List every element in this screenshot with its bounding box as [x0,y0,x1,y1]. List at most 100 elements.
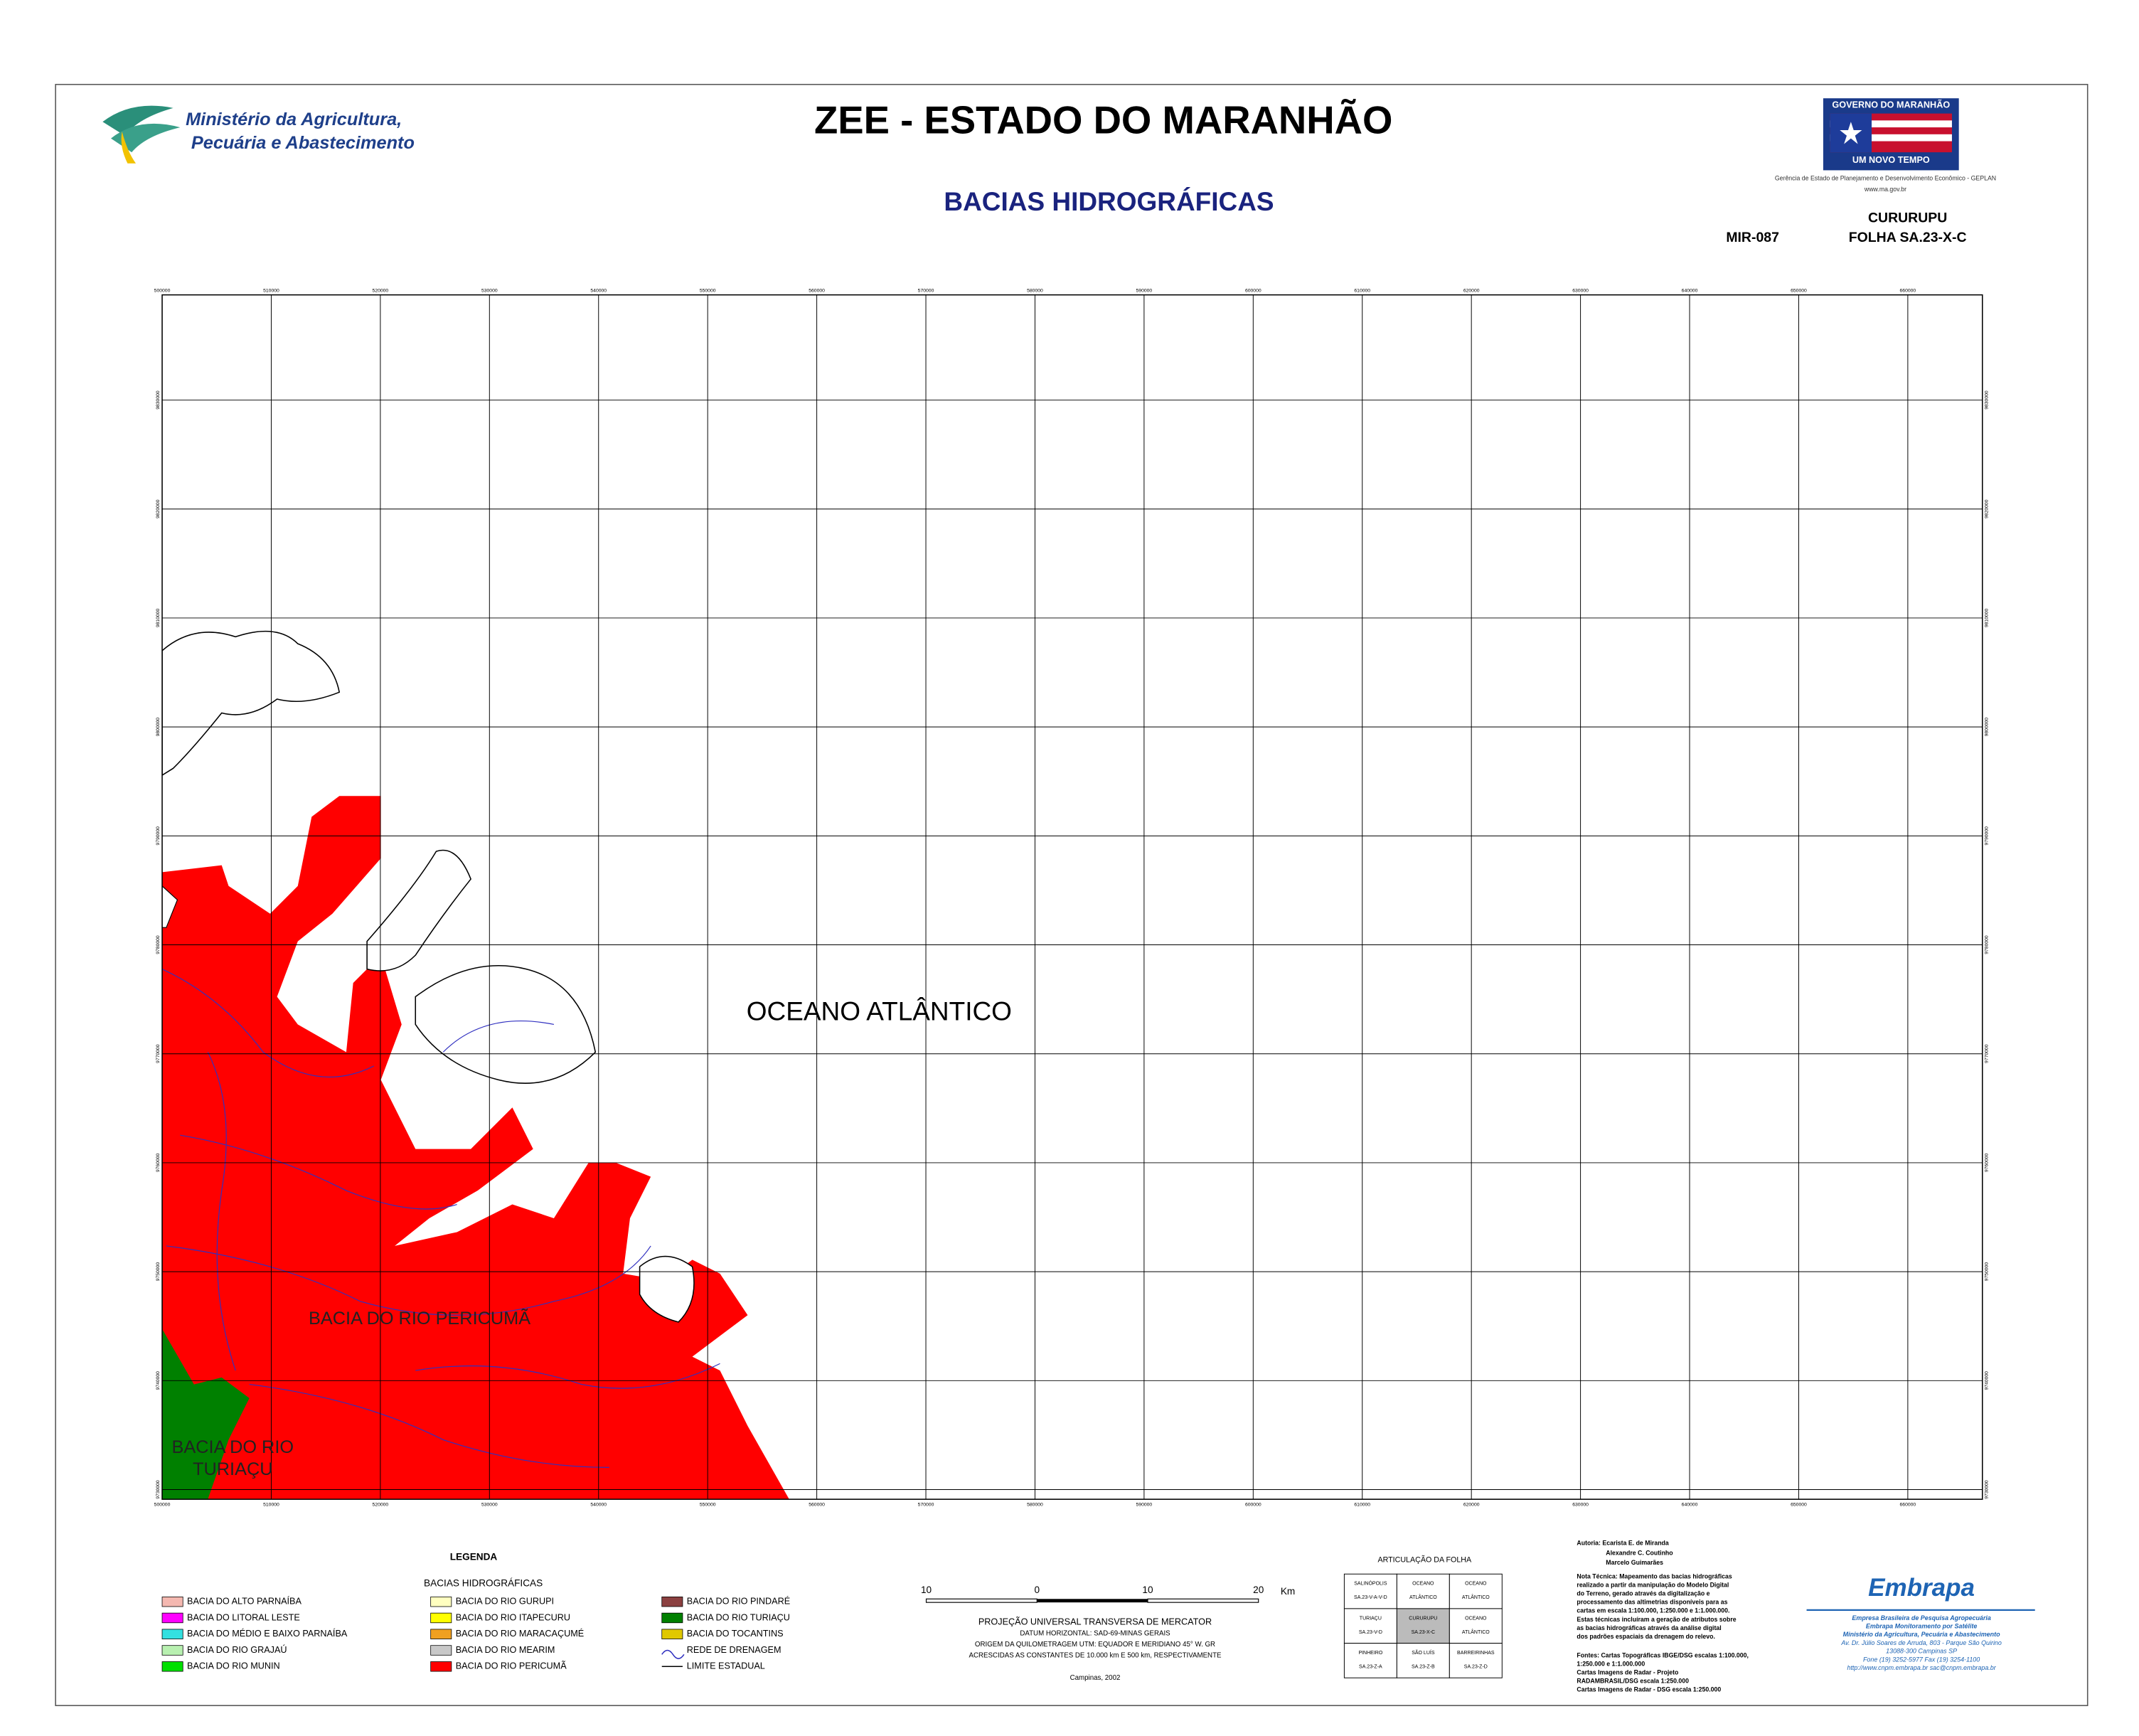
legend-label: BACIA DO RIO GURUPI [456,1597,554,1607]
articulation-cell [1449,1643,1503,1678]
x-coord-label: 530000 [481,289,498,294]
technical-note: do Terreno, gerado através da digitaliza… [1577,1590,1709,1597]
legend-label: LIMITE ESTADUAL [687,1661,765,1671]
technical-note: as bacias hidrográficas através da análi… [1577,1624,1721,1631]
flag-stripe [1830,120,1952,128]
x-coord-label: 500000 [154,289,171,294]
logo-swoosh [102,105,174,136]
river [166,1245,651,1316]
articulation-cell [1343,1608,1397,1644]
articulation-cell [1343,1643,1397,1678]
legend-label: REDE DE DRENAGEM [687,1645,782,1655]
y-coord-label: 9740000 [156,1371,161,1390]
x-coord-label: 550000 [700,289,716,294]
technical-note: dos padrões espaciais da drenagem do rel… [1577,1633,1715,1640]
legend-title: LEGENDA [450,1551,498,1562]
legend-swatch [661,1629,683,1639]
map-frame [161,294,1983,1500]
sheet-code: MIR-087 [1726,230,1779,245]
legend-label: BACIA DO ALTO PARNAÍBA [187,1596,302,1607]
x-coord-label: 600000 [1245,289,1261,294]
articulation-label: OCEANO [1465,1582,1487,1587]
embrapa-line: 13088-300 Campinas SP [1886,1648,1957,1655]
x-coord-label: 590000 [1136,1503,1153,1508]
y-coord-label: 9740000 [1984,1371,1989,1390]
scale-note: PROJEÇÃO UNIVERSAL TRANSVERSA DE MERCATO… [978,1617,1212,1627]
y-coord-label: 9830000 [156,390,161,410]
x-coord-label: 550000 [700,1503,716,1508]
x-coord-label: 660000 [1900,289,1916,294]
articulation-label: SA.23-X-C [1412,1630,1435,1635]
x-coord-label: 610000 [1354,289,1370,294]
legend-label: BACIA DO RIO ITAPECURU [456,1612,570,1622]
articulation-label: PINHEIRO [1358,1651,1382,1656]
articulation-cell [1449,1573,1503,1609]
embrapa-line: Empresa Brasileira de Pesquisa Agropecuá… [1852,1614,1990,1621]
articulation-label: OCEANO [1412,1582,1434,1587]
y-coord-label: 9770000 [1984,1044,1989,1063]
x-coord-label: 660000 [1900,1503,1916,1508]
x-coord-label: 560000 [809,289,825,294]
x-coord-label: 530000 [481,1503,498,1508]
y-coord-label: 9770000 [156,1044,161,1063]
y-coord-label: 9730000 [156,1480,161,1499]
articulation: ARTICULAÇÃO DA FOLHA SALINÓPOLIS SA.23-V-… [1343,1555,1503,1678]
articulation-label: OCEANO [1465,1616,1487,1621]
x-coord-label: 620000 [1463,1503,1480,1508]
embrapa-block: Embrapa Empresa Brasileira de Pesquisa A… [1806,1574,2035,1671]
legend-label: BACIA DO RIO TURIAÇU [687,1612,790,1622]
scale-bar: Km Campinas, 2002 10 0 10 20 PROJEÇÃO UNIVER… [921,1585,1295,1682]
legend-swatch [161,1596,183,1607]
technical-note: Nota Técnica: Mapeamento das bacias hidr… [1577,1572,1732,1580]
articulation-cell [1396,1643,1450,1678]
island [162,885,178,928]
bacia-turiacu [162,1328,250,1500]
technical-note: Estas técnicas incluíram a geração de at… [1577,1616,1736,1623]
legend-label: BACIA DO LITORAL LESTE [187,1612,300,1622]
scale-segment [1147,1598,1259,1603]
y-coord-label: 9810000 [1984,609,1989,628]
x-coord-label: 590000 [1136,289,1153,294]
island [162,630,341,776]
x-coord-label: 560000 [809,1503,825,1508]
y-coord-label: 9760000 [156,1153,161,1172]
map-subtitle: BACIAS HIDROGRÁFICAS [944,187,1274,216]
basin-label: BACIA DO RIO [172,1437,294,1457]
scale-note: ORIGEM DA QUILOMETRAGEM UTM: EQUADOR E M… [975,1641,1215,1649]
scale-unit: Km [1281,1586,1295,1597]
articulation-label: SALINÓPOLIS [1354,1580,1387,1587]
author: Autoria: Ecarista E. de Miranda [1577,1540,1668,1547]
x-coord-label: 540000 [590,1503,607,1508]
articulation-label: SA.23-V-D [1359,1630,1382,1635]
flag-stripe [1830,134,1952,142]
scale-segment [1037,1599,1148,1603]
legend-swatch [430,1629,452,1639]
articulation-cell [1449,1608,1503,1644]
legend-swatch [430,1596,452,1607]
author: Marcelo Guimarães [1606,1559,1663,1566]
articulation-label: SA.23-Z-B [1412,1665,1435,1670]
articulation-label: BARREIRINHAS [1457,1651,1495,1656]
scale-tick: 10 [1142,1585,1153,1595]
legend-label: BACIA DO RIO MARACAÇUMÉ [456,1628,585,1639]
y-coord-label: 9800000 [156,718,161,737]
basin-label: TURIAÇU [193,1459,272,1479]
y-coord-label: 9780000 [1984,935,1989,954]
source: RADAMBRASIL/DSG escala 1:250.000 [1577,1678,1689,1685]
y-coord-label: 9820000 [1984,499,1989,518]
y-coord-label: 9750000 [156,1262,161,1282]
articulation-label: ATLÂNTICO [1462,1629,1490,1635]
embrapa-line: Av. Dr. Júlio Soares de Arruda, 803 - Pa… [1840,1639,2002,1646]
source: 1:250.000 e 1:1.000.000 [1577,1660,1645,1667]
legend-label: BACIA DO RIO PERICUMÃ [456,1661,567,1671]
river [207,1052,236,1371]
legend-label: BACIA DO MÉDIO E BAIXO PARNAÍBA [187,1628,348,1639]
map-title: ZEE - ESTADO DO MARANHÃO [814,99,1392,142]
legend-swatch [661,1596,683,1607]
river [180,1134,457,1210]
drainage [162,969,720,1468]
legend-label: BACIA DO RIO MEARIM [456,1645,555,1655]
bacia-pericuma [162,796,789,1500]
sheet-folha: FOLHA SA.23-X-C [1849,230,1967,245]
y-coord-label: 9830000 [1984,390,1989,410]
